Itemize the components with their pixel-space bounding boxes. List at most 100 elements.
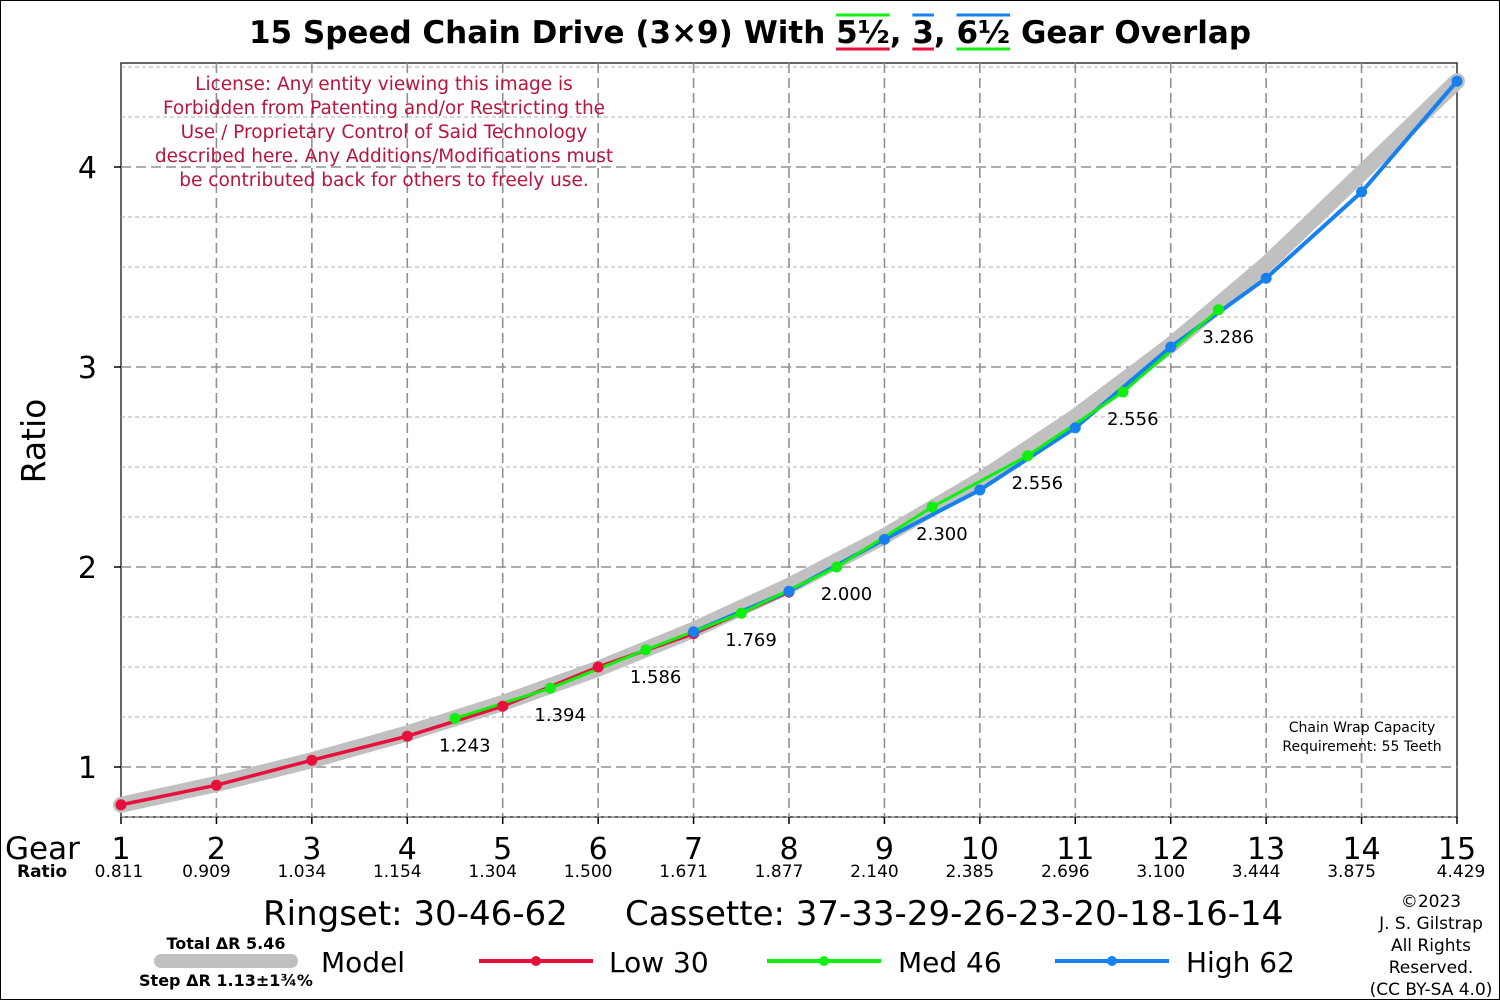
license-line: be contributed back for others to freely… [179,170,588,191]
ratio-tick-label: 3.444 [1232,862,1281,882]
legend-high-label: High 62 [1186,946,1295,979]
x-tick-label: 11 [1056,832,1094,867]
title-overlap-1: 5½ [836,15,890,51]
copyright-line: ©2023 [1401,892,1461,912]
legend-total-delta: Total ΔR 5.46 [166,934,285,953]
x-tick-label: 8 [779,832,798,867]
chain-wrap-line: Requirement: 55 Teeth [1282,739,1441,755]
chain-wrap-line: Chain Wrap Capacity [1289,720,1436,736]
series-points [115,75,1463,811]
point-annotation: 2.556 [1107,409,1159,430]
title-overlap-underlines [836,13,1011,51]
point-annotation: 1.586 [630,667,682,688]
series-point-2 [878,533,890,545]
series-point-1 [1022,450,1034,462]
license-notice: License: Any entity viewing this image i… [155,74,613,191]
license-line: Use / Proprietary Control of Said Techno… [181,122,588,143]
y-tick-labels: 1 2 3 4 [78,151,121,786]
series-point-0 [401,730,413,742]
ratio-tick-label: 1.877 [755,862,804,882]
x-tick-label: 3 [302,832,321,867]
copyright-line: J. S. Gilstrap [1378,914,1483,934]
ratio-tick-label: 2.140 [850,862,899,882]
legend-low-marker [531,956,541,966]
point-annotation: 3.286 [1202,327,1254,348]
series-point-0 [592,661,604,673]
ringset-label: Ringset: 30-46-62 [263,894,568,934]
ratio-tick-label: 0.811 [95,862,144,882]
ratio-row-label: Ratio [17,862,67,882]
series-point-2 [1356,186,1368,198]
x-tick-label: 7 [684,832,703,867]
x-tick-label: 4 [398,832,417,867]
grid [121,63,1457,818]
point-annotations: 1.243 1.394 1.586 1.769 2.000 2.300 2.556 2.556… [439,327,1254,757]
x-tick-label: 10 [961,832,999,867]
series-point-2 [1451,75,1463,87]
title-suffix: Gear Overlap [1010,15,1251,51]
x-tick-label: 6 [589,832,608,867]
point-annotation: 2.556 [1012,473,1064,494]
ratio-tick-label: 1.154 [373,862,422,882]
y-tick-label: 4 [78,151,97,186]
series-point-2 [974,484,986,496]
title-sep-2: , [934,15,957,51]
ratio-tick-labels: 0.811 0.909 1.034 1.154 1.304 1.500 1.671 1.877… [95,862,1486,882]
legend-med-marker [819,956,829,966]
x-tick-label: 15 [1438,832,1476,867]
y-axis-label: Ratio [14,399,53,484]
x-tick-label: 13 [1247,832,1285,867]
title-overlap-3: 6½ [956,15,1010,51]
series-point-0 [210,779,222,791]
series-point-0 [497,700,509,712]
x-tick-label: 14 [1342,832,1380,867]
ratio-tick-label: 3.875 [1327,862,1376,882]
legend-step-delta: Step ΔR 1.13±1¾% [139,971,313,990]
series-point-2 [1069,422,1081,434]
legend: Total ΔR 5.46 Step ΔR 1.13±1¾% Model Low… [139,934,1295,990]
ratio-tick-label: 4.429 [1437,862,1486,882]
series-point-0 [306,754,318,766]
x-tick-label: 2 [207,832,226,867]
series-point-1 [640,644,652,656]
series-point-2 [1260,272,1272,284]
series-point-1 [735,607,747,619]
y-tick-label: 1 [78,751,97,786]
point-annotation: 1.394 [534,705,586,726]
copyright-line: All Rights [1391,936,1471,956]
point-annotation: 2.000 [821,584,873,605]
chart-title: 15 Speed Chain Drive (3×9) With 5½, 3, 6… [249,15,1251,51]
series-point-0 [115,799,127,811]
series-point-1 [1117,386,1129,398]
point-annotation: 1.243 [439,735,491,756]
series-point-1 [831,561,843,573]
ratio-tick-label: 1.304 [468,862,517,882]
title-overlap-2: 3 [912,15,934,51]
y-tick-label: 2 [78,551,97,586]
copyright-line: Reserved. [1389,958,1474,978]
legend-high-marker [1107,956,1117,966]
ratio-tick-label: 0.909 [182,862,231,882]
y-tick-label: 3 [78,351,97,386]
point-annotation: 1.769 [725,630,777,651]
title-sep-1: , [890,15,913,51]
x-tick-label: 5 [493,832,512,867]
chain-wrap-note: Chain Wrap Capacity Requirement: 55 Teeth [1282,720,1441,755]
license-line: Forbidden from Patenting and/or Restrict… [163,98,605,119]
ratio-tick-label: 2.385 [946,862,995,882]
copyright-line: (CC BY-SA 4.0) [1370,980,1493,999]
ratio-tick-label: 2.696 [1041,862,1090,882]
license-line: described here. Any Additions/Modificati… [155,146,613,167]
legend-model-label: Model [321,946,405,979]
x-tick-label: 1 [111,832,130,867]
cassette-label: Cassette: 37-33-29-26-23-20-18-16-14 [625,894,1283,934]
series-point-1 [1212,304,1224,316]
title-prefix: 15 Speed Chain Drive (3×9) With [249,15,836,51]
legend-low-label: Low 30 [609,946,709,979]
series-point-2 [1165,341,1177,353]
series-point-2 [688,626,700,638]
license-line: License: Any entity viewing this image i… [195,74,573,95]
legend-med-label: Med 46 [898,946,1002,979]
